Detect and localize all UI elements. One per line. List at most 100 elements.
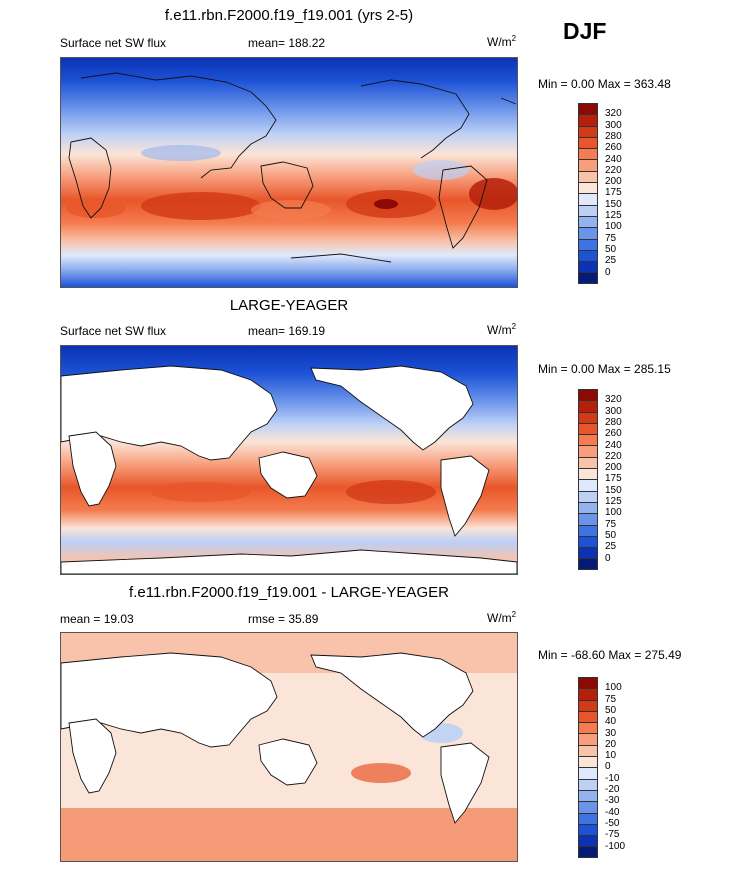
panel-3-units: W/m2 [487, 610, 517, 625]
colorbar-label: 20 [605, 738, 617, 750]
colorbar-box [578, 434, 598, 446]
colorbar-box [578, 148, 598, 160]
panel-1-variable-label: Surface net SW flux [60, 36, 167, 50]
panel-1-mean-label: mean= 188.22 [248, 36, 326, 50]
colorbar-label: 220 [605, 450, 622, 462]
colorbar-box [578, 846, 598, 858]
colorbar-label: 75 [605, 693, 617, 705]
panel-2-contour-field [61, 346, 517, 574]
colorbar-box [578, 125, 598, 137]
colorbar-label: 125 [605, 210, 622, 221]
colorbar-box [578, 479, 598, 491]
colorbar-label: 150 [605, 484, 622, 496]
colorbar-box [578, 103, 598, 115]
panel-2-variable-label: Surface net SW flux [60, 324, 167, 338]
colorbar-box [578, 411, 598, 423]
panel-3-mean-label: mean = 19.03 [60, 612, 134, 626]
panel-2-title: LARGE-YEAGER [229, 297, 349, 314]
colorbar-label: 10 [605, 750, 617, 762]
colorbar-box [578, 501, 598, 514]
panel-3-map [60, 632, 518, 862]
colorbar-box [578, 733, 598, 745]
colorbar-box [578, 767, 598, 779]
colorbar-label: -50 [605, 817, 620, 829]
colorbar-label: 0 [605, 266, 611, 278]
colorbar-label: 300 [605, 405, 622, 417]
colorbar-label: -20 [605, 784, 620, 795]
colorbar-box [578, 744, 598, 757]
colorbar-box [578, 456, 598, 469]
colorbar-box [578, 558, 598, 570]
colorbar-label: 100 [605, 507, 622, 519]
panel-3-colorbar [578, 677, 598, 858]
colorbar-label: 100 [605, 682, 622, 694]
colorbar-label: 260 [605, 428, 622, 440]
colorbar-box [578, 272, 598, 284]
colorbar-label: 280 [605, 130, 622, 142]
colorbar-label: 0 [605, 761, 611, 773]
colorbar-label: 25 [605, 541, 617, 553]
panel-2-units: W/m2 [487, 322, 517, 337]
colorbar-label: 220 [605, 164, 622, 176]
colorbar-label: 0 [605, 552, 611, 564]
colorbar-label: 25 [605, 255, 617, 267]
panel-1-contour-field [61, 58, 517, 287]
colorbar-box [578, 722, 598, 734]
colorbar-label: 280 [605, 416, 622, 428]
panel-1-units: W/m2 [487, 34, 517, 49]
panel-3-title: f.e11.rbn.F2000.f19_f19.001 - LARGE-YEAG… [129, 584, 449, 601]
panel-1-map [60, 57, 518, 288]
colorbar-box [578, 204, 598, 216]
panel-3-minmax: Min = -68.60 Max = 275.49 [538, 648, 682, 662]
colorbar-label: 175 [605, 187, 622, 199]
panel-2-colorbar [578, 389, 598, 570]
colorbar-box [578, 422, 598, 435]
colorbar-box [578, 778, 598, 790]
colorbar-box [578, 699, 598, 711]
colorbar-box [578, 547, 598, 559]
colorbar-label: 125 [605, 496, 622, 507]
colorbar-label: 200 [605, 462, 622, 474]
colorbar-box [578, 688, 598, 700]
colorbar-box [578, 114, 598, 126]
panel-2-map [60, 345, 518, 575]
colorbar-label: 30 [605, 727, 617, 739]
colorbar-box [578, 159, 598, 171]
panel-3-rmse-label: rmse = 35.89 [248, 612, 319, 626]
colorbar-label: 240 [605, 153, 622, 165]
panel-1-minmax: Min = 0.00 Max = 363.48 [538, 77, 671, 91]
colorbar-box [578, 513, 598, 525]
colorbar-box [578, 249, 598, 262]
colorbar-label: 75 [605, 232, 617, 244]
colorbar-box [578, 524, 598, 536]
colorbar-box [578, 823, 598, 836]
colorbar-label: -75 [605, 829, 620, 841]
colorbar-box [578, 801, 598, 813]
colorbar-box [578, 756, 598, 768]
colorbar-box [578, 182, 598, 194]
colorbar-box [578, 490, 598, 502]
colorbar-label: -40 [605, 806, 620, 818]
season-label: DJF [563, 18, 607, 44]
colorbar-label: 240 [605, 439, 622, 451]
panel-3-contour-field [61, 633, 517, 861]
colorbar-label: 175 [605, 473, 622, 485]
colorbar-label: 320 [605, 394, 622, 406]
colorbar-box [578, 389, 598, 401]
colorbar-label: -30 [605, 795, 620, 807]
colorbar-box [578, 468, 598, 480]
panel-1-title: f.e11.rbn.F2000.f19_f19.001 (yrs 2-5) [164, 7, 414, 24]
colorbar-label: 75 [605, 518, 617, 530]
colorbar-label: 50 [605, 243, 617, 255]
colorbar-label: 40 [605, 716, 617, 728]
colorbar-box [578, 238, 598, 250]
colorbar-box [578, 193, 598, 205]
colorbar-label: -100 [605, 840, 626, 852]
colorbar-box [578, 710, 598, 723]
colorbar-label: -10 [605, 772, 620, 784]
colorbar-label: 50 [605, 704, 617, 716]
colorbar-box [578, 261, 598, 273]
colorbar-label: 300 [605, 119, 622, 131]
colorbar-box [578, 812, 598, 824]
colorbar-label: 200 [605, 176, 622, 188]
